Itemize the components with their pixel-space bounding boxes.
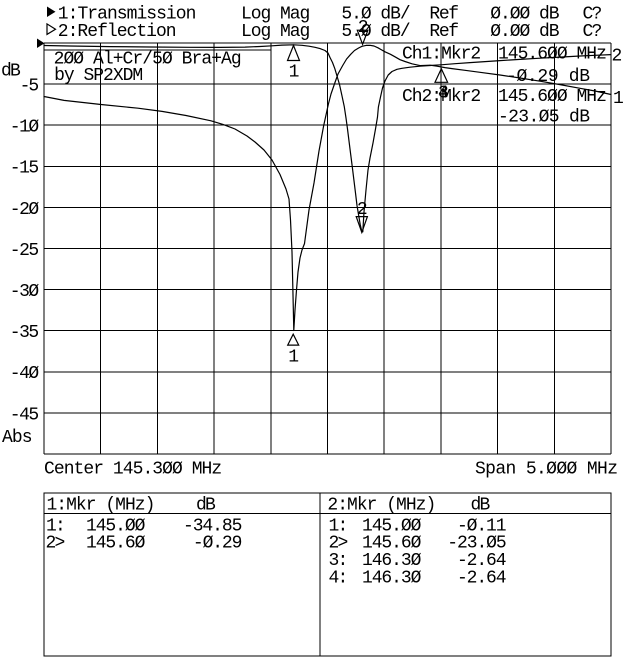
svg-text:1: 1 bbox=[613, 89, 624, 109]
svg-text:-35: -35 bbox=[10, 323, 39, 343]
svg-text:-Ø.11: -Ø.11 bbox=[457, 516, 507, 536]
svg-text:-2.64: -2.64 bbox=[457, 569, 507, 589]
svg-text:Ref: Ref bbox=[429, 22, 459, 42]
svg-text:-1Ø: -1Ø bbox=[10, 118, 40, 138]
svg-text:4:: 4: bbox=[329, 569, 349, 589]
svg-text:-15: -15 bbox=[10, 159, 39, 179]
svg-text:-23.Ø5: -23.Ø5 bbox=[447, 534, 506, 554]
svg-text:1:Mkr (MHz): 1:Mkr (MHz) bbox=[47, 495, 156, 515]
svg-text:-34.85: -34.85 bbox=[183, 516, 242, 536]
svg-text:145.6ØØ MHz: 145.6ØØ MHz bbox=[498, 87, 607, 107]
svg-text:-45: -45 bbox=[10, 405, 39, 425]
svg-text:-2.64: -2.64 bbox=[457, 551, 507, 571]
svg-text:1: 1 bbox=[288, 348, 299, 368]
svg-text:Ø.ØØ dB: Ø.ØØ dB bbox=[490, 4, 559, 24]
svg-text:-25: -25 bbox=[10, 241, 39, 261]
svg-text:dB: dB bbox=[471, 495, 491, 515]
svg-text:Log Mag: Log Mag bbox=[241, 4, 310, 24]
svg-text:1:Transmission: 1:Transmission bbox=[58, 4, 197, 24]
svg-text:Ø.ØØ dB: Ø.ØØ dB bbox=[490, 22, 559, 42]
svg-text:145.6Ø: 145.6Ø bbox=[362, 534, 422, 554]
svg-text:Log Mag: Log Mag bbox=[241, 22, 310, 42]
svg-text:2:Mkr (MHz): 2:Mkr (MHz) bbox=[327, 495, 436, 515]
svg-text:2ØØ Al+Cr/5Ø Bra+Ag: 2ØØ Al+Cr/5Ø Bra+Ag bbox=[54, 49, 242, 69]
svg-text:by SP2XDM: by SP2XDM bbox=[54, 66, 143, 86]
svg-text:5.Ø dB/: 5.Ø dB/ bbox=[341, 4, 410, 24]
svg-text:2: 2 bbox=[612, 46, 623, 66]
svg-text:2: 2 bbox=[357, 200, 368, 220]
svg-text:Center 145.3ØØ MHz: Center 145.3ØØ MHz bbox=[44, 459, 222, 479]
svg-text:145.6ØØ MHz: 145.6ØØ MHz bbox=[498, 44, 607, 64]
svg-text:1:: 1: bbox=[329, 516, 349, 536]
svg-text:2:Reflection: 2:Reflection bbox=[58, 22, 177, 42]
svg-text:C?: C? bbox=[583, 4, 603, 24]
svg-text:146.3Ø: 146.3Ø bbox=[362, 551, 422, 571]
svg-text:-3Ø: -3Ø bbox=[10, 282, 40, 302]
svg-text:-23.Ø5 dB: -23.Ø5 dB bbox=[498, 107, 590, 127]
svg-text:C?: C? bbox=[583, 22, 603, 42]
svg-text:146.3Ø: 146.3Ø bbox=[362, 569, 422, 589]
svg-text:-5: -5 bbox=[20, 77, 40, 97]
svg-text:5.Ø dB/: 5.Ø dB/ bbox=[341, 22, 410, 42]
svg-text:4: 4 bbox=[438, 83, 449, 103]
svg-text:2>: 2> bbox=[329, 534, 349, 554]
svg-text:Abs: Abs bbox=[2, 428, 33, 448]
svg-text:145.ØØ: 145.ØØ bbox=[86, 516, 146, 536]
svg-text:2>: 2> bbox=[46, 534, 66, 554]
svg-text:1:: 1: bbox=[46, 516, 66, 536]
svg-text:145.6Ø: 145.6Ø bbox=[86, 534, 146, 554]
svg-text:Ref: Ref bbox=[429, 4, 459, 24]
svg-text:3:: 3: bbox=[329, 551, 349, 571]
svg-text:-2Ø: -2Ø bbox=[10, 200, 40, 220]
svg-text:dB: dB bbox=[196, 495, 216, 515]
svg-text:Ch1:Mkr2: Ch1:Mkr2 bbox=[402, 44, 481, 64]
svg-text:dB: dB bbox=[1, 62, 21, 82]
svg-text:2: 2 bbox=[358, 18, 369, 38]
svg-text:Span 5.ØØØ MHz: Span 5.ØØØ MHz bbox=[475, 459, 618, 479]
svg-text:Ch2:Mkr2: Ch2:Mkr2 bbox=[402, 87, 481, 107]
svg-text:3: 3 bbox=[438, 83, 449, 103]
svg-text:145.ØØ: 145.ØØ bbox=[362, 516, 422, 536]
svg-text:-Ø.29: -Ø.29 bbox=[193, 534, 243, 554]
svg-text:-Ø.29 dB: -Ø.29 dB bbox=[506, 67, 590, 87]
svg-text:1: 1 bbox=[289, 62, 300, 82]
svg-text:-4Ø: -4Ø bbox=[10, 364, 40, 384]
